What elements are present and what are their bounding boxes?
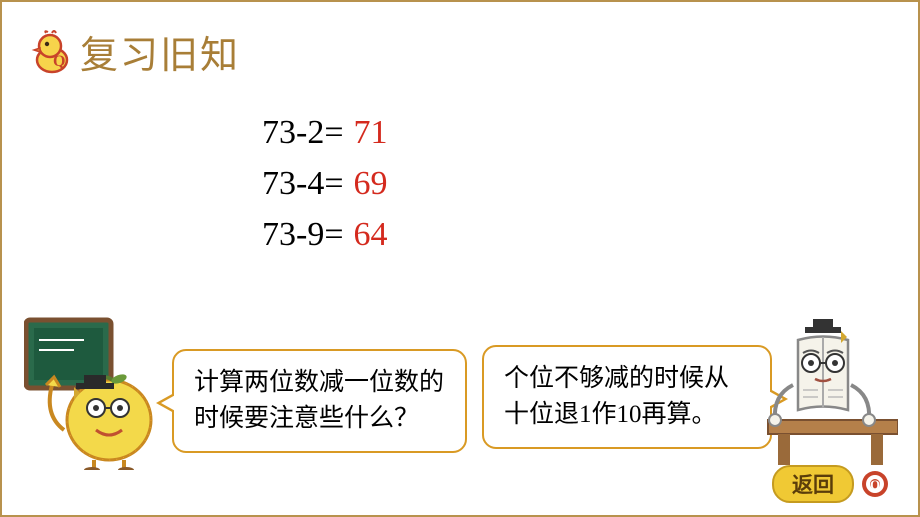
chick-q-icon: Q: [30, 30, 70, 74]
book-professor-character: [763, 315, 898, 465]
equation-expression: 73-2=: [262, 107, 344, 158]
svg-text:Q: Q: [870, 477, 880, 492]
speech-bubble-question: 计算两位数减一位数的时候要注意些什么？: [172, 349, 467, 454]
target-q-icon: Q: [860, 469, 890, 499]
equation-row: 73-9= 64: [262, 209, 388, 260]
equation-answer: 64: [354, 209, 388, 260]
equation-expression: 73-9=: [262, 209, 344, 260]
equation-expression: 73-4=: [262, 158, 344, 209]
equation-row: 73-4= 69: [262, 158, 388, 209]
svg-text:Q: Q: [53, 53, 65, 70]
equation-answer: 69: [354, 158, 388, 209]
return-button[interactable]: 返回 Q: [772, 465, 890, 503]
apple-professor-character: [24, 315, 169, 470]
bubble-text: 计算两位数减一位数的时候要注意些什么？: [194, 369, 444, 432]
equation-answer: 71: [354, 107, 388, 158]
slide-header: Q 复习旧知: [30, 24, 240, 79]
equation-list: 73-2= 71 73-4= 69 73-9= 64: [262, 107, 388, 260]
equation-row: 73-2= 71: [262, 107, 388, 158]
bubble-text: 个位不够减的时候从十位退1作10再算。: [504, 365, 729, 428]
page-title: 复习旧知: [80, 24, 240, 79]
return-label: 返回: [772, 465, 854, 503]
speech-bubble-answer: 个位不够减的时候从十位退1作10再算。: [482, 345, 772, 450]
